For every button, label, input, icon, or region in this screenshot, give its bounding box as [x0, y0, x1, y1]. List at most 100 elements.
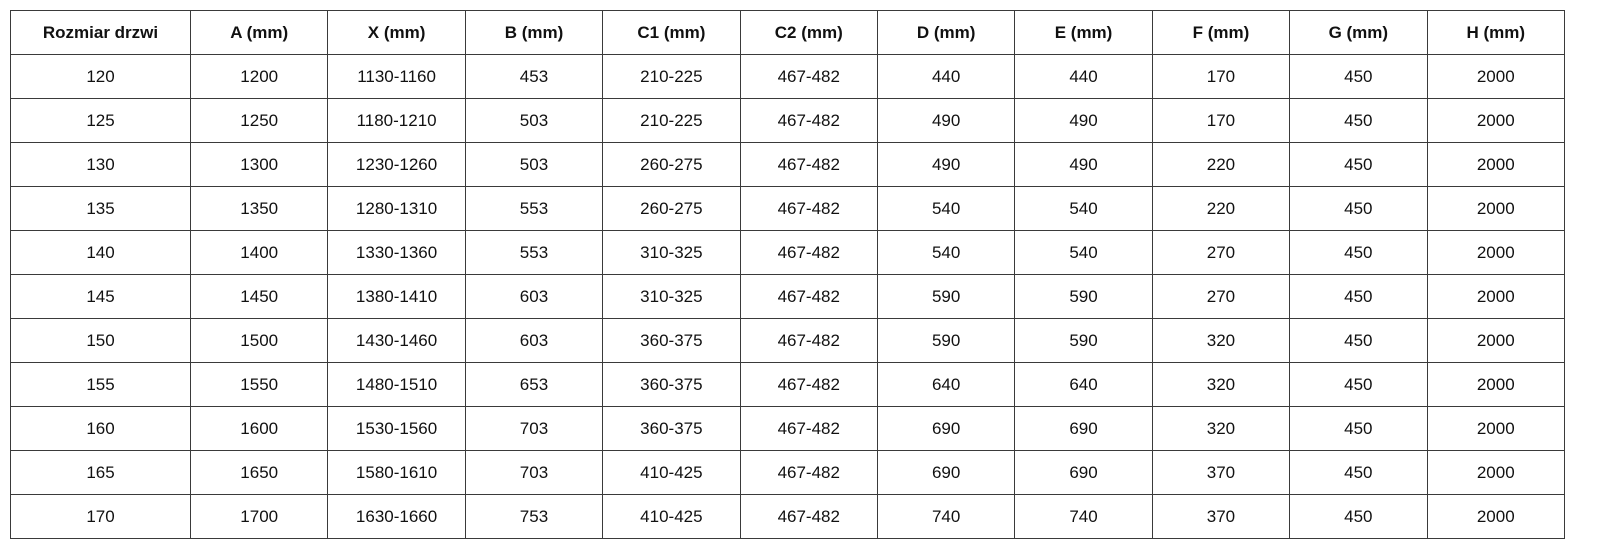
header-row: Rozmiar drzwi A (mm) X (mm) B (mm) C1 (mm) C2… — [10, 10, 1566, 55]
table-cell: 270 — [1151, 274, 1291, 319]
table-cell: 540 — [876, 186, 1016, 231]
table-cell: 2000 — [1426, 362, 1566, 407]
table-cell: 1700 — [189, 494, 329, 539]
table-cell: 490 — [876, 98, 1016, 143]
table-row: 145 1450 1380-1410 603 310-325 467-482 590 590 2… — [10, 274, 1566, 319]
table-cell: 2000 — [1426, 494, 1566, 539]
table-row: 150 1500 1430-1460 603 360-375 467-482 590 590 3… — [10, 318, 1566, 363]
table-cell: 1430-1460 — [327, 318, 466, 363]
table-cell: 490 — [1014, 142, 1153, 187]
table-row: 165 1650 1580-1610 703 410-425 467-482 690 690 3… — [10, 450, 1566, 495]
table-cell: 453 — [464, 54, 604, 99]
table-cell: 320 — [1151, 406, 1291, 451]
table-cell: 120 — [10, 54, 191, 99]
table-cell: 410-425 — [602, 450, 741, 495]
table-cell: 320 — [1151, 318, 1291, 363]
table-cell: 450 — [1289, 230, 1428, 275]
table-cell: 2000 — [1426, 450, 1566, 495]
table-cell: 210-225 — [602, 54, 741, 99]
table-cell: 467-482 — [739, 230, 878, 275]
table-cell: 1350 — [189, 186, 329, 231]
table-cell: 450 — [1289, 406, 1428, 451]
table-cell: 450 — [1289, 318, 1428, 363]
table-cell: 360-375 — [602, 406, 741, 451]
table-cell: 490 — [876, 142, 1016, 187]
table-cell: 2000 — [1426, 142, 1566, 187]
table-cell: 640 — [876, 362, 1016, 407]
table-cell: 690 — [876, 450, 1016, 495]
table-cell: 220 — [1151, 142, 1291, 187]
table-cell: 450 — [1289, 142, 1428, 187]
table-cell: 150 — [10, 318, 191, 363]
table-cell: 540 — [876, 230, 1016, 275]
column-header: Rozmiar drzwi — [10, 10, 191, 55]
table-cell: 1450 — [189, 274, 329, 319]
table-row: 135 1350 1280-1310 553 260-275 467-482 540 540 2… — [10, 186, 1566, 231]
table-cell: 1500 — [189, 318, 329, 363]
table-row: 140 1400 1330-1360 553 310-325 467-482 540 540 2… — [10, 230, 1566, 275]
table-cell: 1650 — [189, 450, 329, 495]
table-cell: 2000 — [1426, 406, 1566, 451]
table-cell: 1280-1310 — [327, 186, 466, 231]
table-cell: 450 — [1289, 450, 1428, 495]
table-cell: 1230-1260 — [327, 142, 466, 187]
table-cell: 130 — [10, 142, 191, 187]
table-cell: 270 — [1151, 230, 1291, 275]
table-cell: 590 — [876, 318, 1016, 363]
table-cell: 170 — [1151, 54, 1291, 99]
table-cell: 540 — [1014, 186, 1153, 231]
table-cell: 145 — [10, 274, 191, 319]
table-cell: 603 — [464, 318, 604, 363]
table-cell: 310-325 — [602, 274, 741, 319]
table-cell: 703 — [464, 406, 604, 451]
table-cell: 553 — [464, 230, 604, 275]
table-cell: 467-482 — [739, 494, 878, 539]
table-cell: 1200 — [189, 54, 329, 99]
table-cell: 165 — [10, 450, 191, 495]
column-header: E (mm) — [1014, 10, 1153, 55]
table-cell: 1550 — [189, 362, 329, 407]
table-cell: 1300 — [189, 142, 329, 187]
table-cell: 450 — [1289, 186, 1428, 231]
table-cell: 160 — [10, 406, 191, 451]
table-cell: 467-482 — [739, 54, 878, 99]
table-cell: 450 — [1289, 54, 1428, 99]
table-cell: 753 — [464, 494, 604, 539]
table-cell: 210-225 — [602, 98, 741, 143]
table-cell: 1380-1410 — [327, 274, 466, 319]
table-cell: 2000 — [1426, 98, 1566, 143]
table-cell: 320 — [1151, 362, 1291, 407]
table-row: 155 1550 1480-1510 653 360-375 467-482 640 640 3… — [10, 362, 1566, 407]
table-row: 160 1600 1530-1560 703 360-375 467-482 690 690 3… — [10, 406, 1566, 451]
table-cell: 690 — [876, 406, 1016, 451]
table-row: 130 1300 1230-1260 503 260-275 467-482 490 490 2… — [10, 142, 1566, 187]
column-header: H (mm) — [1426, 10, 1566, 55]
table-cell: 740 — [1014, 494, 1153, 539]
table-cell: 590 — [1014, 274, 1153, 319]
column-header: A (mm) — [189, 10, 329, 55]
table-cell: 467-482 — [739, 362, 878, 407]
column-header: X (mm) — [327, 10, 466, 55]
table-cell: 467-482 — [739, 142, 878, 187]
column-header: C1 (mm) — [602, 10, 741, 55]
table-cell: 260-275 — [602, 142, 741, 187]
table-cell: 467-482 — [739, 450, 878, 495]
table-cell: 2000 — [1426, 54, 1566, 99]
table-cell: 467-482 — [739, 98, 878, 143]
table-cell: 553 — [464, 186, 604, 231]
table-cell: 467-482 — [739, 318, 878, 363]
table-cell: 220 — [1151, 186, 1291, 231]
column-header: G (mm) — [1289, 10, 1428, 55]
table-cell: 503 — [464, 142, 604, 187]
table-cell: 603 — [464, 274, 604, 319]
table-cell: 1600 — [189, 406, 329, 451]
table-cell: 140 — [10, 230, 191, 275]
table-cell: 490 — [1014, 98, 1153, 143]
table-cell: 440 — [876, 54, 1016, 99]
table-cell: 360-375 — [602, 362, 741, 407]
table-cell: 467-482 — [739, 274, 878, 319]
table-cell: 1130-1160 — [327, 54, 466, 99]
table-cell: 653 — [464, 362, 604, 407]
table-cell: 2000 — [1426, 230, 1566, 275]
table-cell: 640 — [1014, 362, 1153, 407]
